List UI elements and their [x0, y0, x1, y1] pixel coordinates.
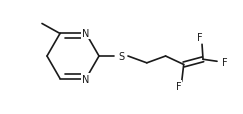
- Text: S: S: [118, 52, 124, 61]
- Text: F: F: [222, 58, 228, 68]
- Text: F: F: [176, 82, 182, 92]
- Text: N: N: [82, 29, 90, 39]
- Text: F: F: [197, 33, 203, 43]
- Text: N: N: [82, 74, 90, 84]
